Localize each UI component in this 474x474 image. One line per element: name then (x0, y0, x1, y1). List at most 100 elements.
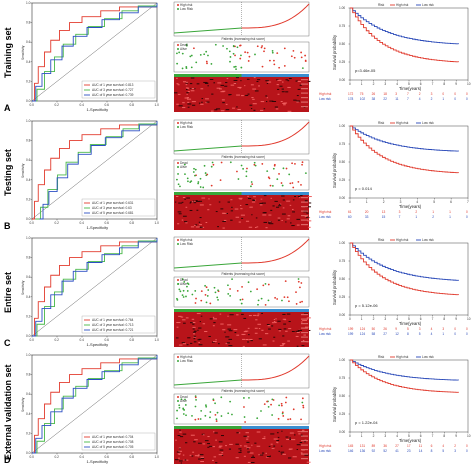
heatmap-cell (256, 445, 261, 447)
heatmap-cell (238, 451, 242, 453)
heatmap-cell (200, 88, 204, 90)
heatmap-cell (199, 204, 204, 206)
heatmap-cell (232, 107, 235, 109)
patient-point (214, 402, 216, 405)
heatmap-cell (193, 338, 196, 340)
legend-dot (177, 239, 179, 241)
patient-point (189, 181, 192, 184)
heatmap-cell (191, 88, 195, 90)
risk-table-cell: 4 (431, 327, 433, 331)
heatmap-cell (205, 98, 209, 100)
patient-point (202, 186, 205, 189)
patient-point (261, 163, 264, 165)
patient-point (273, 164, 276, 167)
heatmap-cell (216, 108, 221, 110)
patient-point (300, 282, 303, 284)
patient-point (243, 416, 246, 418)
heatmap-cell (301, 429, 305, 431)
heatmap-cell (270, 209, 273, 211)
heatmap-cell (248, 334, 250, 336)
patient-point (266, 170, 269, 173)
patient-point (178, 406, 181, 409)
x-tick-label: 0.4 (80, 455, 85, 459)
patient-point (185, 44, 188, 47)
patient-point (177, 183, 180, 186)
patient-point (247, 281, 250, 284)
patient-point (197, 181, 200, 183)
patient-point (233, 66, 236, 68)
patient-point (216, 296, 219, 299)
heatmap-cell (257, 323, 262, 325)
heatmap-cell (298, 433, 301, 435)
y-tick-label: 0.00 (339, 313, 345, 317)
heatmap-cell (300, 434, 303, 436)
x-tick-label: 0.6 (105, 103, 110, 107)
risk-table-cell: 7 (399, 215, 401, 219)
patient-point (183, 163, 186, 166)
heatmap-cell (189, 202, 192, 204)
patient-point (301, 161, 304, 164)
heatmap-cell (257, 313, 260, 315)
heatmap-cell (277, 79, 282, 81)
patient-point (276, 298, 279, 300)
heatmap-cell (246, 448, 249, 450)
km-low-risk-curve (350, 242, 460, 281)
patient-point (304, 60, 307, 63)
patient-point (243, 406, 245, 408)
legend-entry: AUC of 3 year survival: 0.63 (92, 206, 132, 210)
roc-chart: 0.00.0 0.2 0.2 0.4 0.4 0.6 0.6 0.8 0.8 1.0 1.0 1-Sp… (21, 119, 159, 230)
legend-dot (177, 162, 179, 164)
y-tick-label: 0.4 (26, 178, 31, 182)
heatmap-cell (225, 103, 228, 105)
heatmap-cell (196, 209, 199, 211)
risk-table-cell: 3 (419, 327, 421, 331)
heatmap-cell (245, 432, 249, 434)
heatmap-cell (243, 317, 247, 319)
risk-table-cell: 0 (454, 332, 456, 336)
heatmap-cell (176, 326, 179, 328)
km-chart: 0.000.250.500.751.000 1 2 3 4 5 6 7 8 9 10Time(yea… (319, 3, 471, 101)
heatmap-cell (209, 318, 213, 320)
x-tick-label: 0.0 (30, 103, 35, 107)
patient-point (194, 168, 197, 171)
heatmap-cell (246, 447, 251, 449)
heatmap-cell (238, 448, 242, 450)
heatmap-cell (291, 330, 295, 332)
heatmap-cell (199, 321, 201, 323)
heatmap-cell (306, 461, 311, 463)
heatmap-cell (286, 439, 290, 441)
heatmap-cell (191, 101, 196, 103)
heatmap-cell (198, 342, 200, 344)
km-chart: 0.000.250.500.751.000 1 2 3 4 5 6 7 8 9 10Time(yea… (319, 355, 471, 453)
heatmap-cell (273, 318, 276, 320)
patient-point (181, 278, 184, 280)
heatmap-cell (207, 85, 209, 87)
km-frame (349, 359, 469, 433)
heatmap-cell (195, 226, 200, 228)
heatmap-cell (211, 341, 215, 343)
heatmap-cell (220, 208, 224, 210)
y-tick-label: 1.00 (339, 124, 345, 128)
risk-xlabel: Patients (increasing risk score) (222, 272, 266, 276)
heatmap-cell (190, 322, 193, 324)
legend-entry: AUC of 1 year survival: 0.764 (92, 318, 134, 322)
patient-point (227, 293, 230, 295)
heatmap-cell (301, 345, 305, 347)
patient-point (190, 66, 193, 69)
heatmap-cell (201, 433, 205, 435)
patient-point (260, 297, 263, 300)
heatmap-cell (308, 202, 312, 204)
heatmap-cell (241, 333, 246, 335)
heatmap-cell (251, 97, 254, 99)
heatmap-cell (182, 196, 186, 198)
heatmap-cell (288, 328, 292, 330)
risk-table-cell: 8 (407, 332, 409, 336)
heatmap-cell (245, 204, 249, 206)
patient-point (204, 414, 207, 417)
y-tick-label: 0.0 (26, 99, 31, 103)
heatmap-cell (278, 203, 281, 205)
heatmap-cell (198, 327, 202, 329)
heatmap-cell (278, 205, 282, 207)
risk-table-cell: 0 (466, 215, 468, 219)
patient-point (215, 420, 218, 422)
